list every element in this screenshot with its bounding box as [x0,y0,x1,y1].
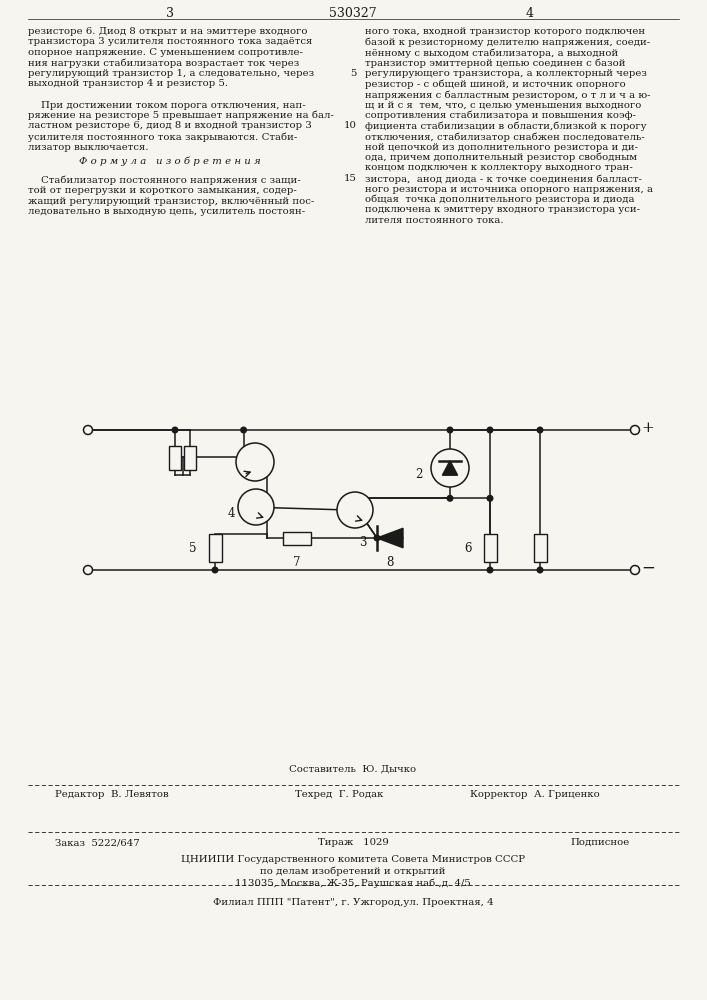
Text: Редактор  В. Левятов: Редактор В. Левятов [55,790,169,799]
Circle shape [448,495,452,501]
Text: концом подключен к коллектору выходного тран-: концом подключен к коллектору выходного … [365,163,633,172]
Text: 15: 15 [344,174,357,183]
Text: транзистора 3 усилителя постоянного тока задаётся: транзистора 3 усилителя постоянного тока… [28,37,312,46]
Circle shape [241,427,247,433]
Text: резистор - с общей шиной, и источник опорного: резистор - с общей шиной, и источник опо… [365,80,626,89]
Circle shape [212,567,218,573]
Text: −: − [641,560,655,576]
Circle shape [83,566,93,574]
Text: 10: 10 [344,121,357,130]
Text: нённому с выходом стабилизатора, а выходной: нённому с выходом стабилизатора, а выход… [365,48,618,57]
Text: фициента стабилизации в области,близкой к порогу: фициента стабилизации в области,близкой … [365,121,647,131]
Text: 4: 4 [526,7,534,20]
Text: опорное напряжение. С уменьшением сопротивле-: опорное напряжение. С уменьшением сопрот… [28,48,303,57]
Circle shape [487,567,493,573]
Text: 3: 3 [359,536,366,549]
Bar [169,446,181,470]
Text: Тираж   1029: Тираж 1029 [317,838,388,847]
Circle shape [487,427,493,433]
Text: ряжение на резисторе 5 превышает напряжение на бал-: ряжение на резисторе 5 превышает напряже… [28,111,334,120]
Circle shape [238,489,274,525]
Circle shape [337,492,373,528]
Text: +: + [641,421,654,435]
Bar [209,534,221,562]
Text: 3: 3 [166,7,174,20]
Text: Составитель  Ю. Дычко: Составитель Ю. Дычко [289,765,416,774]
Text: 5: 5 [351,69,357,78]
Circle shape [487,495,493,501]
Text: лителя постоянного тока.: лителя постоянного тока. [365,216,503,225]
Circle shape [431,449,469,487]
Text: ния нагрузки стабилизатора возрастает ток через: ния нагрузки стабилизатора возрастает то… [28,58,299,68]
Text: 6: 6 [464,542,472,554]
Polygon shape [443,461,457,475]
Text: 530327: 530327 [329,7,377,20]
Circle shape [537,567,543,573]
Text: Филиал ППП "Патент", г. Ужгород,ул. Проектная, 4: Филиал ППП "Патент", г. Ужгород,ул. Прое… [213,898,493,907]
Text: ного тока, входной транзистор которого подключен: ного тока, входной транзистор которого п… [365,27,645,36]
Text: ной цепочкой из дополнительного резистора и ди-: ной цепочкой из дополнительного резистор… [365,142,638,151]
Circle shape [631,566,640,574]
Text: ледовательно в выходную цепь, усилитель постоян-: ледовательно в выходную цепь, усилитель … [28,207,305,216]
Text: 5: 5 [189,542,197,554]
Text: транзистор эмиттерной цепью соединен с базой: транзистор эмиттерной цепью соединен с б… [365,58,626,68]
Circle shape [374,535,380,541]
Text: Стабилизатор постоянного напряжения с защи-: Стабилизатор постоянного напряжения с за… [28,176,300,185]
Bar [484,534,496,562]
Circle shape [83,426,93,434]
Circle shape [173,427,177,433]
Text: Заказ  5222/647: Заказ 5222/647 [55,838,140,847]
Text: выходной транзистор 4 и резистор 5.: выходной транзистор 4 и резистор 5. [28,80,228,89]
Text: ластном резисторе 6, диод 8 и входной транзистор 3: ластном резисторе 6, диод 8 и входной тр… [28,121,312,130]
Text: Корректор  А. Гриценко: Корректор А. Гриценко [470,790,600,799]
Text: базой к резисторному делителю напряжения, соеди-: базой к резисторному делителю напряжения… [365,37,650,47]
Text: Подписное: Подписное [571,838,630,847]
Text: ода, причем дополнительный резистор свободным: ода, причем дополнительный резистор своб… [365,153,637,162]
Text: 2: 2 [416,468,423,481]
Circle shape [448,427,452,433]
Text: резисторе 6. Диод 8 открыт и на эмиттере входного: резисторе 6. Диод 8 открыт и на эмиттере… [28,27,308,36]
Circle shape [537,427,543,433]
Text: лизатор выключается.: лизатор выключается. [28,142,148,151]
Polygon shape [377,528,403,548]
Text: сопротивления стабилизатора и повышения коэф-: сопротивления стабилизатора и повышения … [365,111,636,120]
Bar [283,532,311,544]
Bar [184,446,196,470]
Text: ЦНИИПИ Государственного комитета Совета Министров СССР: ЦНИИПИ Государственного комитета Совета … [181,855,525,864]
Circle shape [236,443,274,481]
Text: регулирующий транзистор 1, а следовательно, через: регулирующий транзистор 1, а следователь… [28,69,314,78]
Text: отключения, стабилизатор снабжен последователь-: отключения, стабилизатор снабжен последо… [365,132,645,141]
Text: зистора,  анод диода - к точке соединения балласт-: зистора, анод диода - к точке соединения… [365,174,642,184]
Text: щ и й с я  тем, что, с целью уменьшения выходного: щ и й с я тем, что, с целью уменьшения в… [365,101,641,109]
Circle shape [631,426,640,434]
Text: 1: 1 [258,489,265,502]
Text: ного резистора и источника опорного напряжения, а: ного резистора и источника опорного напр… [365,184,653,194]
Text: 4: 4 [228,507,235,520]
Text: 113035, Москва, Ж-35, Раушская наб.,д. 4/5: 113035, Москва, Ж-35, Раушская наб.,д. 4… [235,879,471,888]
Text: жащий регулирующий транзистор, включённый пос-: жащий регулирующий транзистор, включённы… [28,197,314,206]
Text: При достижении током порога отключения, нап-: При достижении током порога отключения, … [28,101,305,109]
Text: регулирующего транзистора, а коллекторный через: регулирующего транзистора, а коллекторны… [365,69,647,78]
Text: Ф о р м у л а   и з о б р е т е н и я: Ф о р м у л а и з о б р е т е н и я [79,157,261,166]
Text: той от перегрузки и короткого замыкания, содер-: той от перегрузки и короткого замыкания,… [28,186,297,195]
Text: Техред  Г. Родак: Техред Г. Родак [295,790,383,799]
Text: напряжения с балластным резистором, о т л и ч а ю-: напряжения с балластным резистором, о т … [365,90,650,100]
Text: подключена к эмиттеру входного транзистора уси-: подключена к эмиттеру входного транзисто… [365,206,640,215]
Bar [534,534,547,562]
Text: общая  точка дополнительного резистора и диода: общая точка дополнительного резистора и … [365,195,634,205]
Text: 7: 7 [293,556,300,569]
Text: усилителя постоянного тока закрываются. Стаби-: усилителя постоянного тока закрываются. … [28,132,297,141]
Text: 8: 8 [386,556,394,569]
Text: по делам изобретений и открытий: по делам изобретений и открытий [260,867,445,876]
